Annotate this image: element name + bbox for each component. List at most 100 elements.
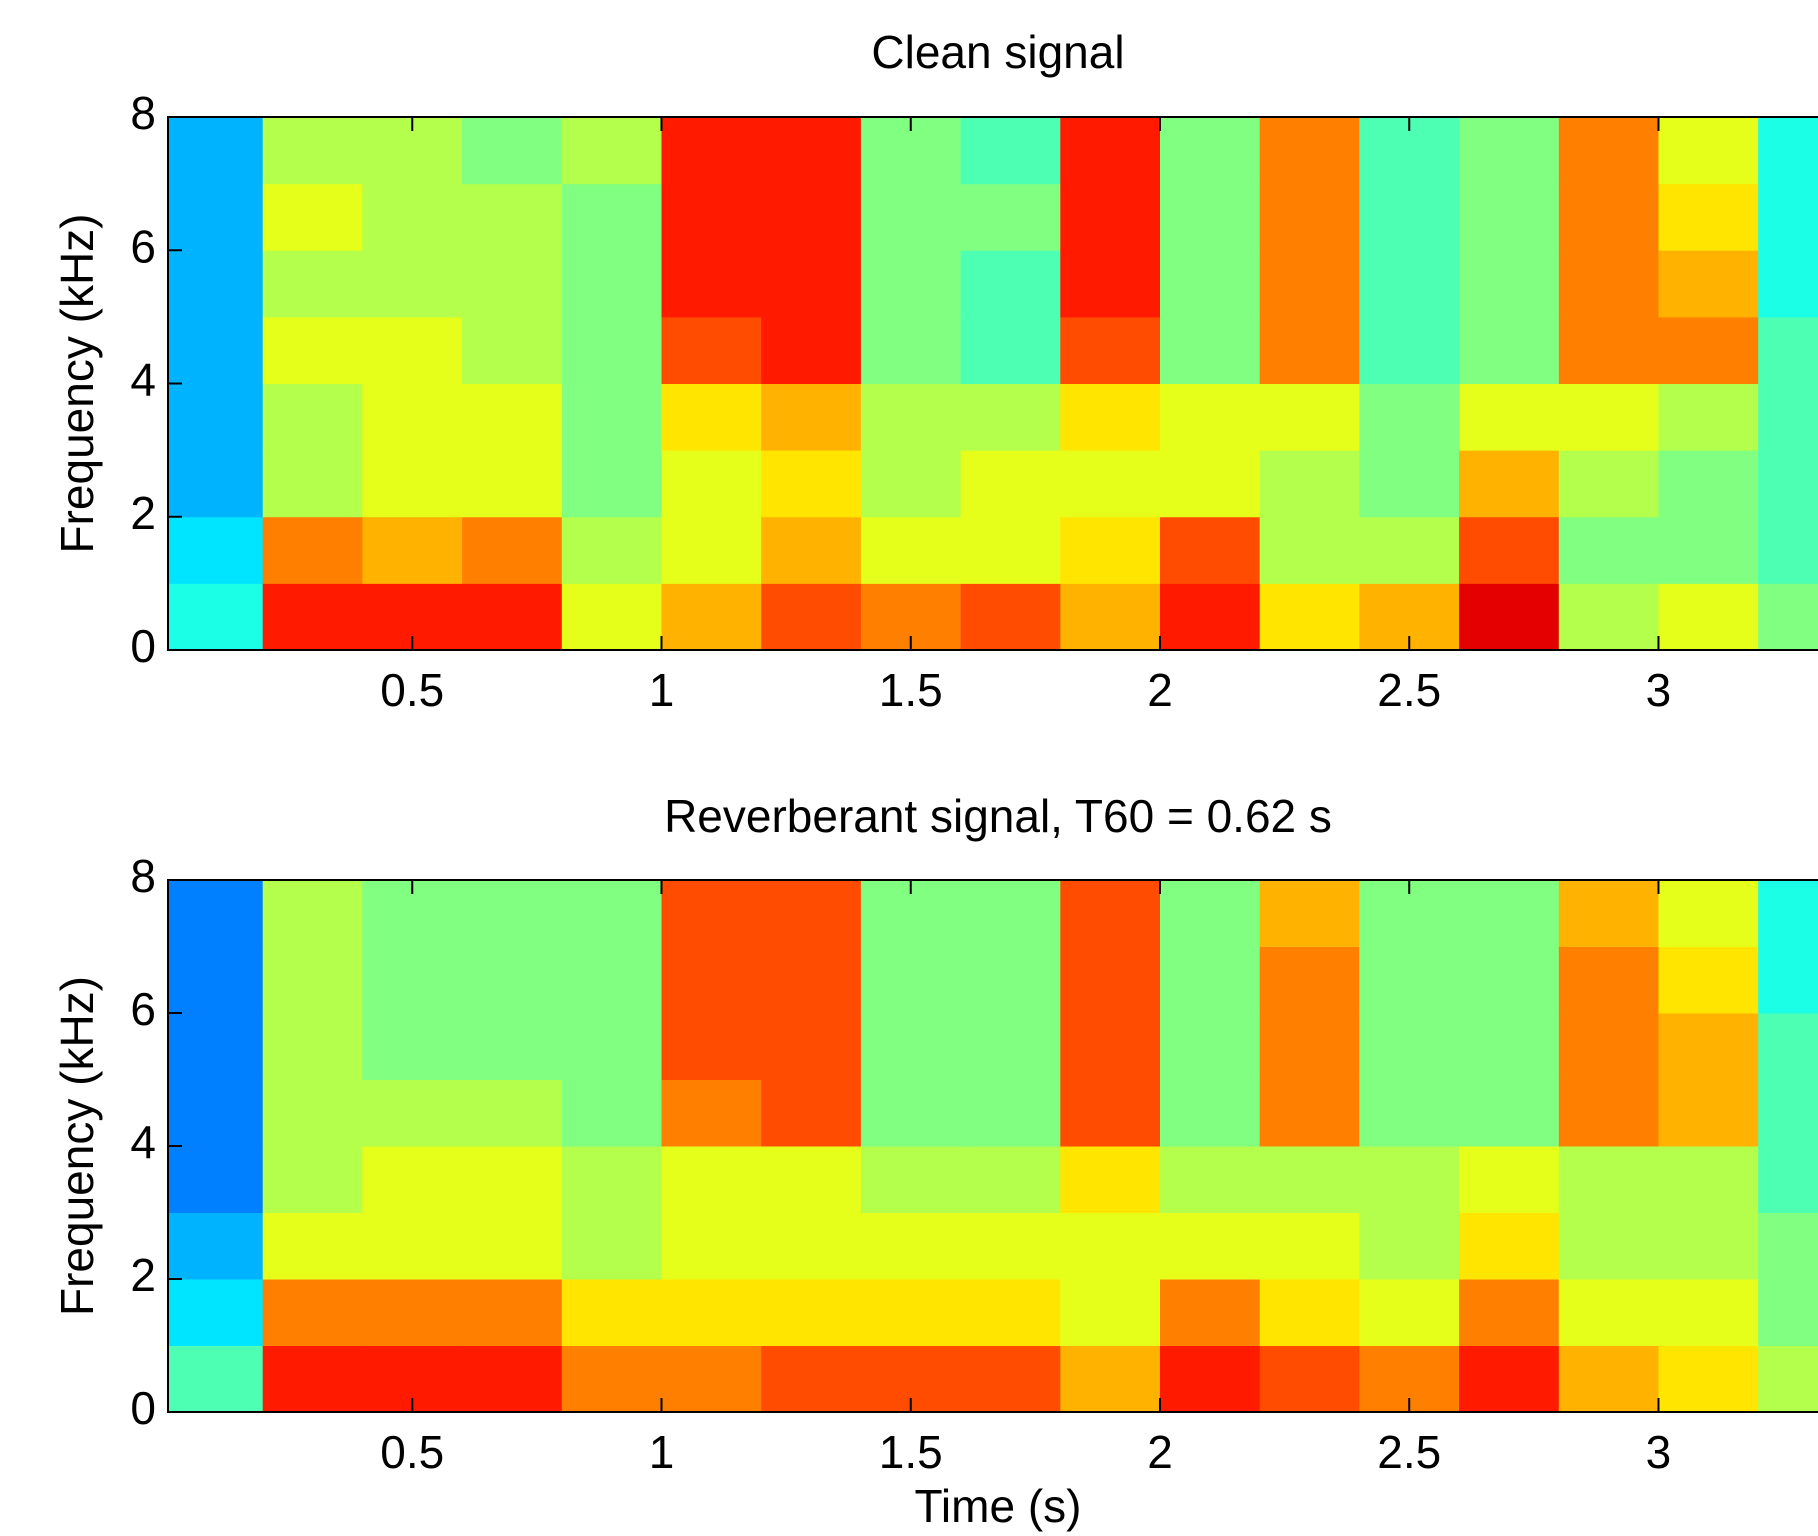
cell: [860, 1013, 962, 1080]
cell: [1658, 1079, 1759, 1147]
cell: [1558, 1279, 1659, 1346]
cell: [1758, 383, 1818, 451]
cell: [1159, 450, 1261, 518]
y-axis-label: Frequency (kHz): [51, 214, 103, 554]
cell: [1060, 383, 1161, 451]
cell: [860, 1279, 962, 1346]
cell: [1459, 383, 1560, 451]
cell: [362, 316, 463, 384]
x-tick-label: 1: [649, 1426, 675, 1478]
cell: [168, 946, 264, 1014]
cell: [761, 1212, 862, 1280]
cell: [1359, 946, 1460, 1014]
cell: [761, 1079, 862, 1147]
cell: [168, 880, 264, 947]
cell: [1758, 1146, 1818, 1213]
cell: [262, 1013, 363, 1080]
cell: [1459, 583, 1560, 650]
cell: [362, 1146, 463, 1213]
cell: [1259, 250, 1360, 318]
cell: [761, 183, 862, 251]
cell: [561, 1079, 663, 1147]
cell: [1060, 516, 1161, 584]
cell: [1359, 1146, 1460, 1213]
cell: [1459, 1146, 1560, 1213]
cell: [561, 183, 663, 251]
cell: [1658, 1279, 1759, 1346]
cell: [960, 1079, 1061, 1147]
x-tick-label: 3: [1646, 664, 1672, 716]
cell: [661, 583, 762, 650]
cell: [262, 1212, 363, 1280]
cell: [1159, 117, 1261, 185]
cell: [1359, 383, 1460, 451]
cell: [462, 880, 563, 947]
cell: [761, 1146, 862, 1213]
cell: [661, 316, 762, 384]
y-tick-label: 2: [130, 487, 156, 539]
cell: [1558, 183, 1659, 251]
cell: [262, 450, 363, 518]
cell: [661, 1013, 762, 1080]
cell: [462, 1212, 563, 1280]
cell: [462, 1279, 563, 1346]
cell: [1060, 1345, 1161, 1412]
cell: [362, 450, 463, 518]
cell: [960, 250, 1061, 318]
cell: [362, 516, 463, 584]
cell: [262, 583, 363, 650]
cell: [362, 1279, 463, 1346]
cell: [1159, 1212, 1261, 1280]
cell: [1459, 450, 1560, 518]
cell: [661, 1279, 762, 1346]
cell: [1459, 250, 1560, 318]
cell: [1259, 946, 1360, 1014]
cell: [462, 183, 563, 251]
cell: [1159, 1079, 1261, 1147]
cell: [761, 583, 862, 650]
cell: [860, 383, 962, 451]
cell: [1459, 946, 1560, 1014]
cell: [761, 1345, 862, 1412]
y-tick-label: 8: [130, 87, 156, 139]
spectrogram: [168, 117, 1818, 650]
cell: [860, 1146, 962, 1213]
cell: [1459, 183, 1560, 251]
cell: [1159, 1279, 1261, 1346]
cell: [1060, 946, 1161, 1014]
cell: [262, 1345, 363, 1412]
y-tick-label: 8: [130, 850, 156, 902]
cell: [561, 1212, 663, 1280]
cell: [1259, 117, 1360, 185]
y-tick-label: 4: [130, 354, 156, 406]
cell: [1758, 880, 1818, 947]
cell: [960, 1146, 1061, 1213]
cell: [1060, 1279, 1161, 1346]
cell: [1259, 880, 1360, 947]
cell: [262, 316, 363, 384]
cell: [1459, 1013, 1560, 1080]
cell: [561, 117, 663, 185]
cell: [1159, 250, 1261, 318]
cell: [462, 946, 563, 1014]
cell: [1758, 1079, 1818, 1147]
cell: [1359, 183, 1460, 251]
cell: [1060, 316, 1161, 384]
cell: [561, 1279, 663, 1346]
cell: [661, 880, 762, 947]
cell: [1060, 1079, 1161, 1147]
cell: [1758, 1013, 1818, 1080]
cell: [1359, 250, 1460, 318]
cell: [168, 516, 264, 584]
cell: [1558, 316, 1659, 384]
y-tick-label: 2: [130, 1249, 156, 1301]
cell: [1259, 1212, 1360, 1280]
cell: [960, 1212, 1061, 1280]
cell: [362, 250, 463, 318]
cell: [561, 946, 663, 1014]
cell: [661, 183, 762, 251]
cell: [960, 117, 1061, 185]
cell: [1558, 383, 1659, 451]
cell: [262, 1146, 363, 1213]
